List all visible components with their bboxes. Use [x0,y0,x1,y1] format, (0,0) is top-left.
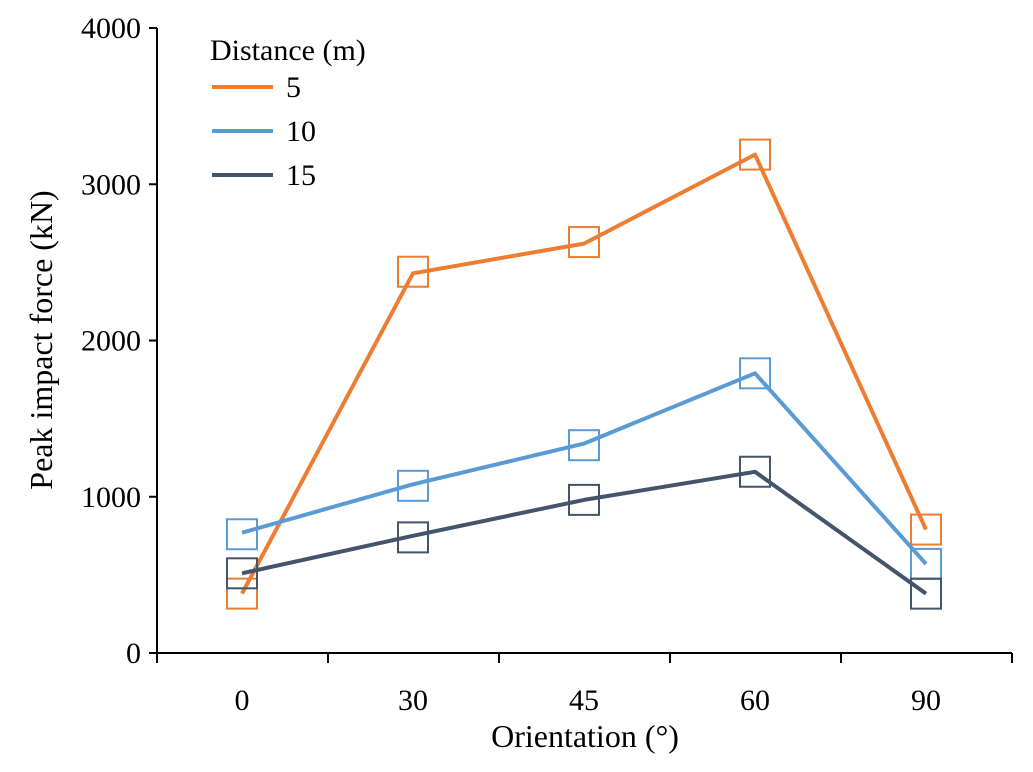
x-tick-label: 0 [235,684,250,717]
data-marker-5 [226,577,258,610]
y-tick-label: 1000 [81,481,141,514]
data-marker-15 [910,577,942,610]
legend-label-10: 10 [286,115,316,148]
y-tick-label: 2000 [81,325,141,358]
data-marker-5 [910,513,942,546]
x-axis-title: Orientation (°) [491,718,679,754]
data-marker-15 [739,455,771,488]
y-axis-title: Peak impact force (kN) [23,190,59,489]
data-marker-10 [739,357,771,390]
series-line-5 [240,152,928,595]
legend: 5 10 15 [212,71,316,192]
axes: 0 1000 2000 3000 4000 0 30 45 60 90 [81,12,1013,717]
series-line-10 [241,371,928,566]
data-marker-5 [397,255,429,288]
legend-title: Distance (m) [210,34,366,67]
x-tick-label: 60 [740,684,770,717]
x-tick-label: 90 [911,684,941,717]
y-tick-label: 3000 [81,168,141,201]
plot-area [226,138,942,610]
data-marker-5 [568,226,600,259]
data-marker-10 [568,429,600,462]
legend-label-15: 15 [286,159,316,192]
y-tick-label: 0 [126,637,141,670]
data-marker-10 [226,518,258,551]
data-marker-10 [397,469,429,502]
x-tick-label: 45 [569,684,599,717]
data-marker-5 [739,138,771,171]
y-tick-label: 4000 [81,12,141,45]
x-tick-label: 30 [398,684,428,717]
series-line-15 [241,469,928,596]
data-marker-15 [568,483,600,516]
legend-label-5: 5 [286,71,301,104]
data-marker-15 [226,557,258,590]
data-marker-15 [397,521,429,554]
